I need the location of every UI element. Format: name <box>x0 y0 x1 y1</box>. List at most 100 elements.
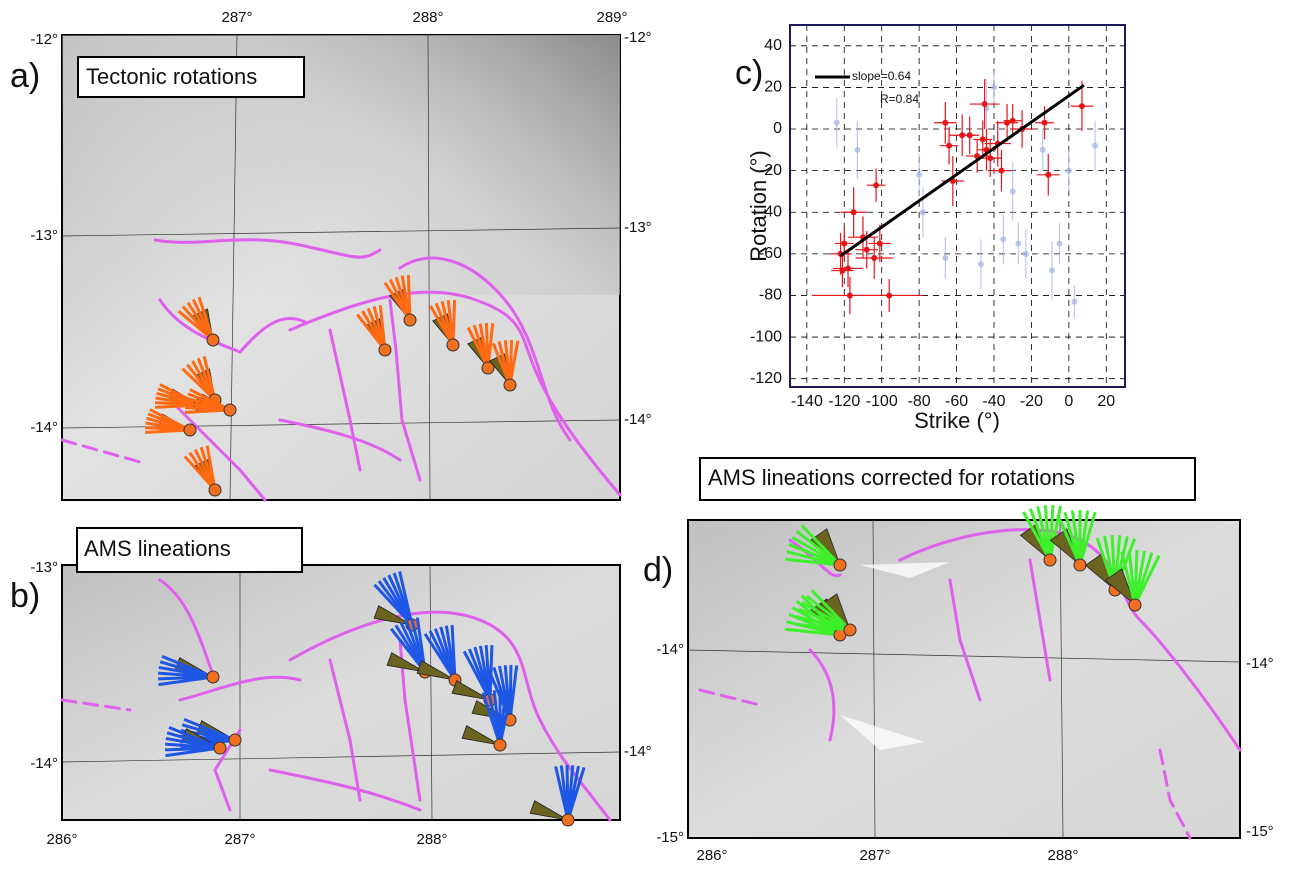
y-tick-label: -60 <box>759 245 782 262</box>
site-arrow <box>205 445 217 491</box>
site <box>228 733 242 747</box>
point <box>833 119 840 126</box>
site-arrow <box>1078 511 1097 566</box>
site <box>833 558 847 572</box>
lat-label: -14° <box>30 755 58 772</box>
site <box>206 670 220 684</box>
site-arrow <box>800 524 842 567</box>
y-tick-label: -80 <box>759 287 782 304</box>
point <box>871 255 878 262</box>
site-arrow <box>450 624 457 681</box>
point <box>850 209 857 216</box>
site-arrow <box>508 340 520 386</box>
site <box>503 378 517 392</box>
site-arrow <box>149 408 191 432</box>
x-tick-label: -80 <box>908 393 931 410</box>
point <box>886 292 893 299</box>
map-d: AMS lineations corrected for rotations d… <box>643 457 1274 864</box>
site <box>481 361 495 375</box>
lat-label: -12° <box>30 31 58 48</box>
point <box>981 101 988 108</box>
point <box>1065 167 1072 174</box>
site-wedge <box>386 652 426 673</box>
y-tick-label: 40 <box>764 37 782 54</box>
x-tick-label: -100 <box>866 393 898 410</box>
x-axis-title: Strike (°) <box>914 408 1000 433</box>
site-arrow <box>398 571 414 626</box>
y-tick-label: -100 <box>750 328 782 345</box>
site-arrow <box>183 718 236 742</box>
point <box>1009 188 1016 195</box>
site-arrow <box>161 655 214 679</box>
point <box>846 292 853 299</box>
point <box>942 119 949 126</box>
y-tick-label: 0 <box>773 120 782 137</box>
point <box>979 136 986 143</box>
point <box>990 84 997 91</box>
point <box>1009 117 1016 124</box>
x-tick-label: 20 <box>1097 393 1115 410</box>
map-title: Tectonic rotations <box>86 64 257 89</box>
site-wedge <box>373 605 413 626</box>
y-tick-label: -120 <box>750 370 782 387</box>
point <box>1071 298 1078 305</box>
lat-label: -12° <box>624 29 652 46</box>
site-arrow <box>810 589 852 632</box>
site <box>206 333 220 347</box>
site <box>183 423 197 437</box>
x-tick-label: -140 <box>791 393 823 410</box>
site-arrow <box>566 766 586 821</box>
point <box>1015 240 1022 247</box>
x-tick-label: -20 <box>1020 393 1043 410</box>
y-axis-title: Rotation (°) <box>746 150 771 262</box>
lat-label: -15° <box>656 829 684 846</box>
site <box>843 623 857 637</box>
y-tick-label: -40 <box>759 203 782 220</box>
lat-label: -13° <box>30 559 58 576</box>
site-wedge <box>1104 568 1136 607</box>
site-wedge <box>529 800 569 821</box>
lat-label: -14° <box>624 411 652 428</box>
site <box>493 738 507 752</box>
point <box>873 182 880 189</box>
point <box>839 267 846 274</box>
site-wedge <box>461 725 501 746</box>
map-a: Tectonic rotations a) 287° 288° 289° -12… <box>10 9 652 502</box>
lat-label: -14° <box>30 419 58 436</box>
site-arrow <box>197 296 215 341</box>
panel-label: a) <box>10 57 40 95</box>
point <box>1092 142 1099 149</box>
site-arrow <box>202 355 217 401</box>
point <box>1049 267 1056 274</box>
site-arrow <box>1133 554 1161 606</box>
lon-label: 287° <box>224 831 255 848</box>
site-wedge <box>451 680 491 701</box>
site <box>213 741 227 755</box>
site-arrow <box>406 274 412 321</box>
site-arrow <box>508 665 519 721</box>
site <box>223 403 237 417</box>
point <box>919 209 926 216</box>
lat-label: -13° <box>30 227 58 244</box>
site-arrow <box>486 323 495 369</box>
site <box>1128 598 1142 612</box>
site <box>378 343 392 357</box>
site-arrow <box>451 299 457 346</box>
x-tick-label: -120 <box>828 393 860 410</box>
site <box>403 313 417 327</box>
x-tick-label: -60 <box>945 393 968 410</box>
site-arrow <box>168 726 221 750</box>
lon-label: 286° <box>696 847 727 864</box>
point <box>863 246 870 253</box>
lon-label: 288° <box>416 831 447 848</box>
point <box>998 167 1005 174</box>
site <box>446 338 460 352</box>
annotation: R=0.84 <box>880 92 919 106</box>
lat-label: -14° <box>1246 655 1274 672</box>
lon-label: 287° <box>859 847 890 864</box>
fit-line <box>839 84 1085 258</box>
map-title: AMS lineations corrected for rotations <box>708 465 1075 490</box>
site-arrow <box>498 690 513 746</box>
site <box>208 483 222 497</box>
